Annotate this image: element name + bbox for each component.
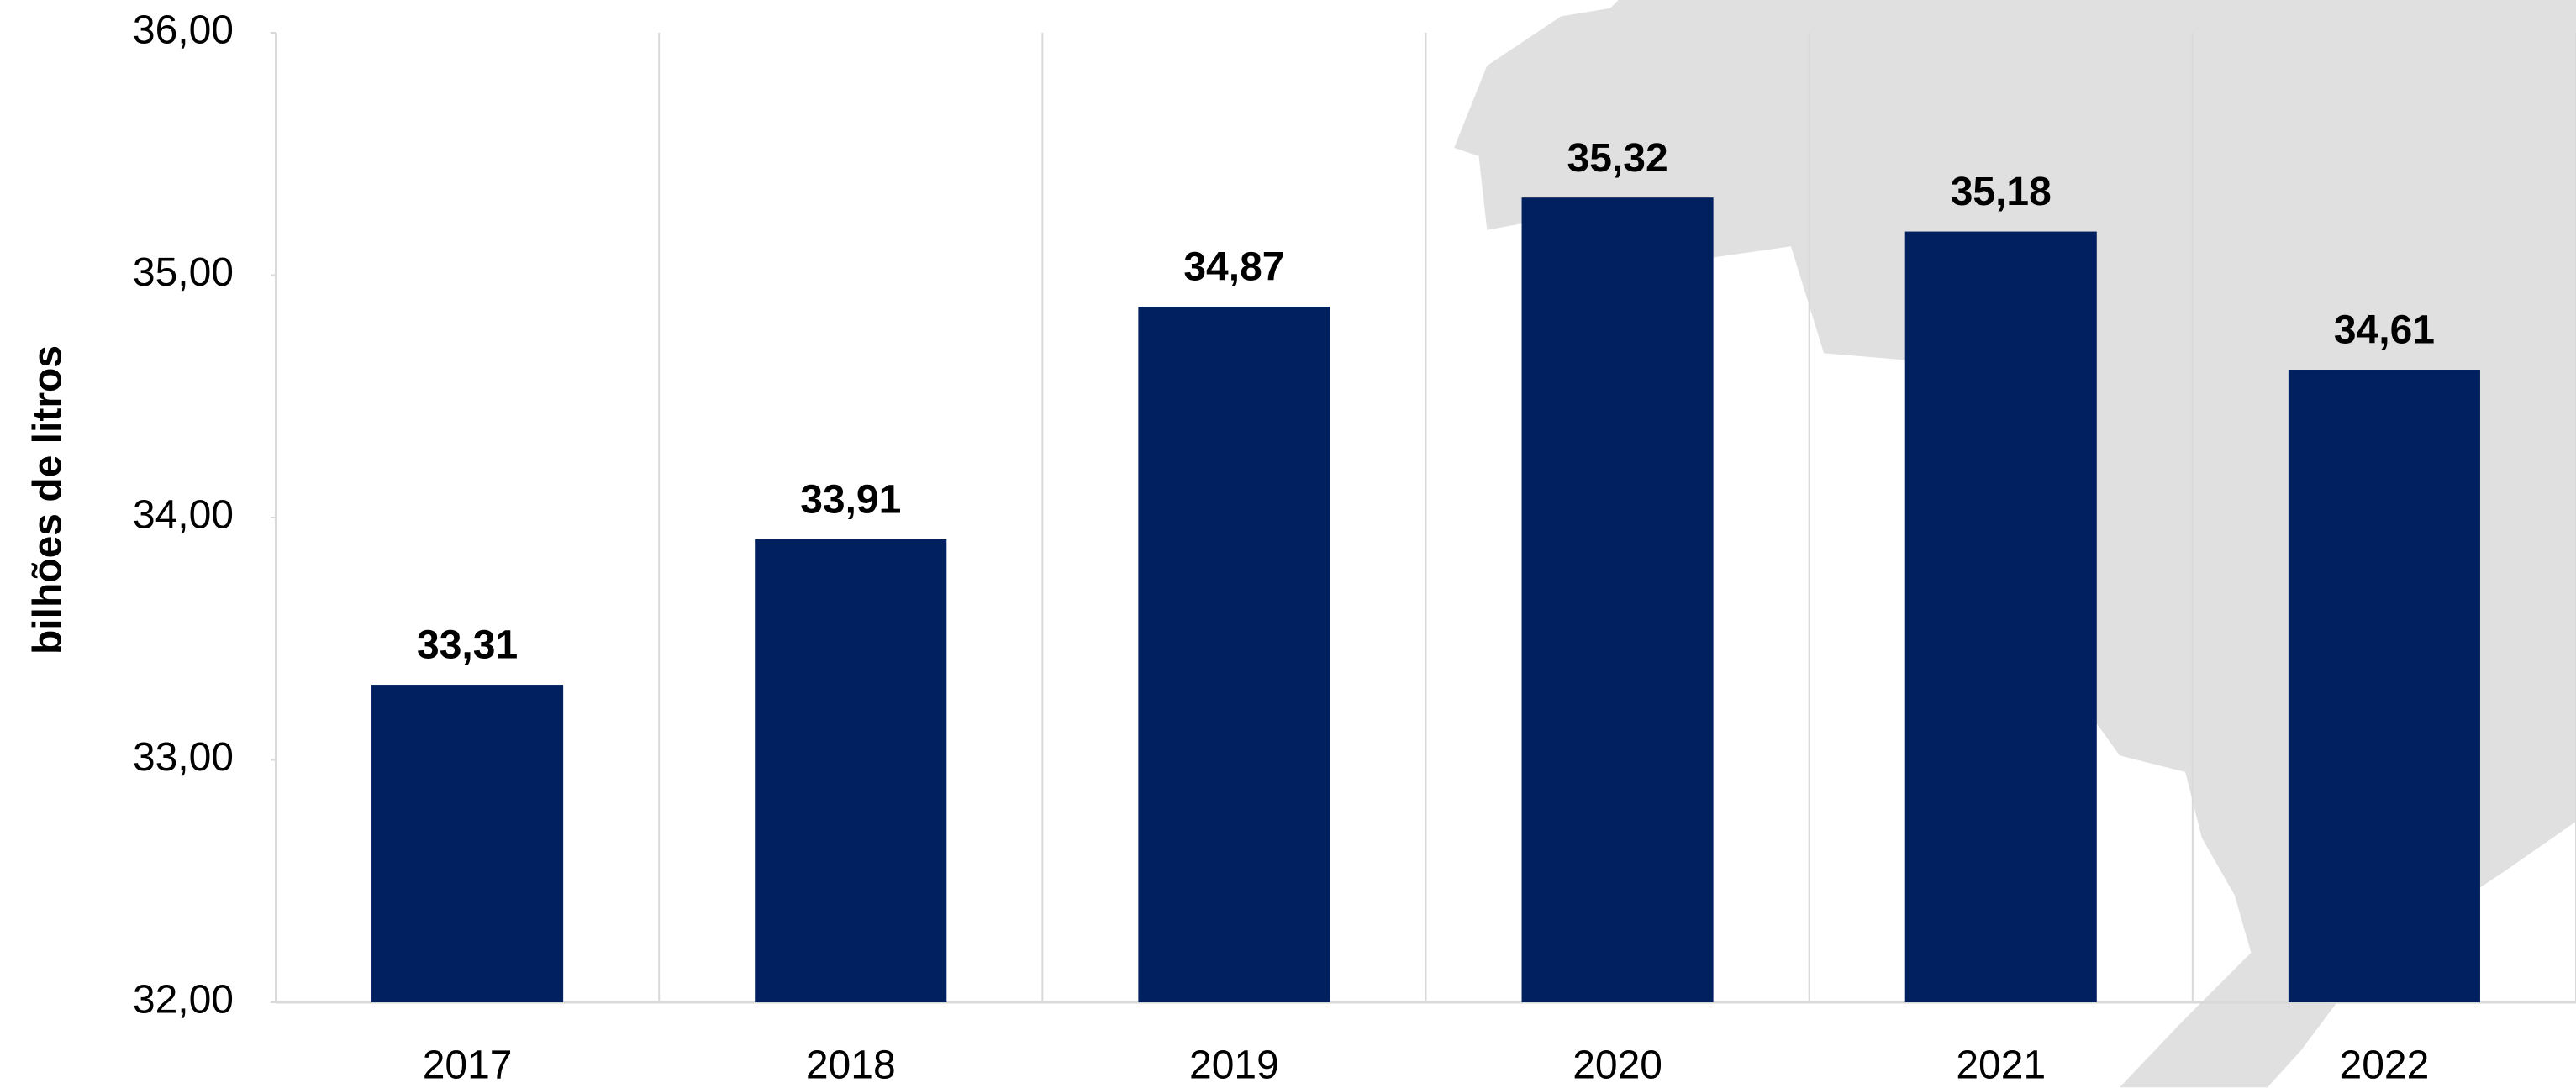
bar <box>1904 231 2097 1002</box>
x-tick-label: 2017 <box>423 1043 513 1088</box>
bar <box>371 685 564 1002</box>
value-label: 34,61 <box>2334 308 2435 353</box>
x-tick-label: 2022 <box>2340 1043 2430 1088</box>
x-tick-label: 2018 <box>806 1043 896 1088</box>
value-label: 35,18 <box>1951 170 2052 214</box>
y-tick-label: 36,00 <box>133 8 234 53</box>
x-tick-label: 2020 <box>1572 1043 1662 1088</box>
value-label: 35,32 <box>1567 136 1668 181</box>
bar <box>1138 307 1330 1002</box>
x-tick-label: 2019 <box>1189 1043 1279 1088</box>
value-label: 33,31 <box>417 623 518 668</box>
y-axis-title: bilhões de litros <box>26 345 71 654</box>
y-tick-label: 33,00 <box>133 735 234 780</box>
value-label: 33,91 <box>800 478 901 523</box>
bar <box>1521 197 1714 1002</box>
bar <box>755 539 947 1002</box>
x-tick-label: 2021 <box>1956 1043 2046 1088</box>
bar <box>2288 370 2480 1002</box>
y-tick-label: 35,00 <box>133 250 234 295</box>
y-tick-label: 32,00 <box>133 978 234 1022</box>
value-label: 34,87 <box>1183 245 1284 290</box>
y-tick-label: 34,00 <box>133 493 234 538</box>
